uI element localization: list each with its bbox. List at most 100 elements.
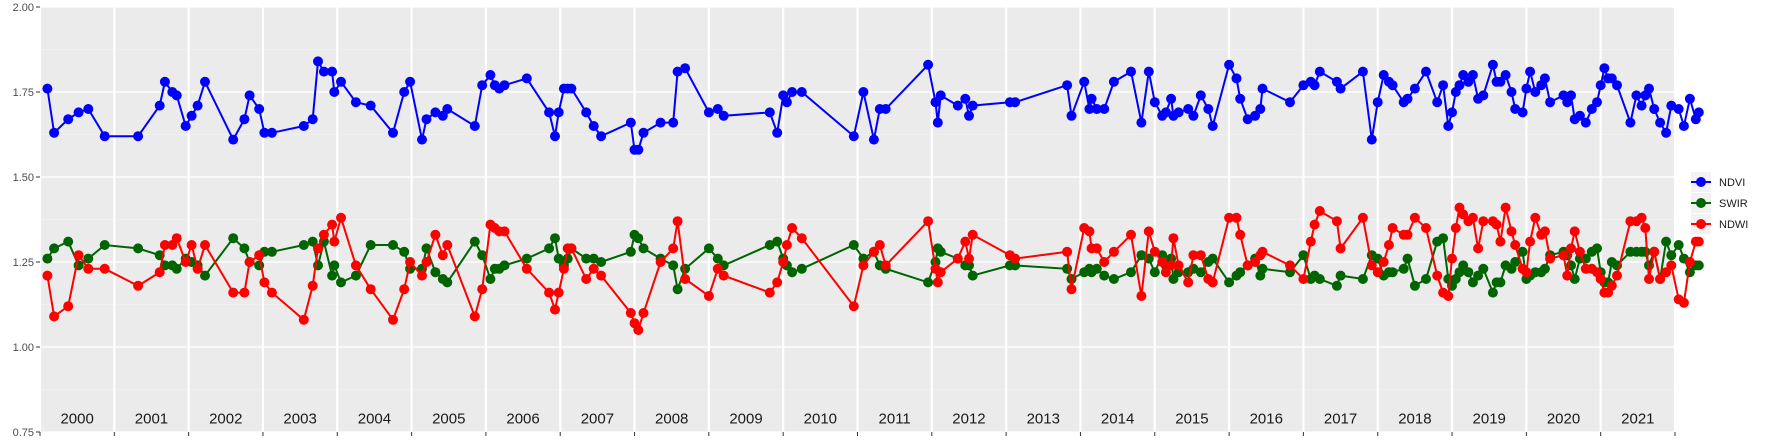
- data-point: [1166, 93, 1177, 104]
- data-point: [781, 240, 792, 250]
- y-tick-label: 1.00: [13, 342, 34, 354]
- data-point: [254, 250, 265, 261]
- data-point: [1478, 216, 1489, 227]
- data-point: [298, 314, 309, 325]
- data-point: [1666, 260, 1677, 271]
- data-point: [469, 121, 480, 131]
- data-point: [73, 250, 84, 261]
- data-point: [99, 263, 110, 274]
- data-point: [499, 80, 510, 91]
- data-point: [638, 308, 649, 318]
- data-point: [1250, 257, 1261, 267]
- data-point: [1402, 93, 1413, 104]
- data-point: [485, 70, 496, 80]
- data-point: [180, 121, 191, 131]
- data-point: [1517, 107, 1528, 118]
- data-point: [964, 253, 974, 264]
- data-point: [430, 229, 441, 240]
- data-point: [781, 97, 792, 108]
- data-point: [1372, 267, 1383, 278]
- data-point: [298, 121, 309, 131]
- data-point: [521, 263, 532, 274]
- data-point: [1224, 212, 1235, 223]
- data-point: [186, 110, 197, 121]
- data-point: [1166, 260, 1177, 271]
- data-point: [932, 277, 943, 288]
- data-point: [327, 270, 338, 281]
- data-point: [712, 263, 723, 274]
- data-point: [99, 240, 110, 250]
- data-point: [1314, 66, 1325, 77]
- x-tick-label: 2021: [1621, 410, 1654, 427]
- x-tick-label: 2001: [135, 410, 168, 427]
- data-point: [1298, 274, 1309, 284]
- data-point: [1188, 250, 1199, 261]
- x-tick-label: 2011: [879, 410, 911, 427]
- data-point: [200, 76, 210, 87]
- data-point: [1693, 107, 1704, 118]
- data-point: [1458, 209, 1469, 220]
- data-point: [1458, 260, 1469, 271]
- data-point: [1335, 243, 1346, 254]
- data-point: [313, 243, 323, 254]
- data-point: [1195, 250, 1206, 261]
- data-point: [1173, 260, 1184, 271]
- data-point: [1574, 246, 1585, 257]
- x-tick-label: 2004: [358, 410, 391, 427]
- data-point: [1586, 104, 1597, 114]
- data-point: [1062, 263, 1073, 274]
- data-point: [1099, 257, 1110, 267]
- data-point: [42, 270, 53, 281]
- data-point: [49, 127, 60, 138]
- data-point: [1625, 117, 1636, 128]
- data-point: [63, 236, 74, 247]
- data-point: [668, 260, 679, 271]
- data-point: [868, 134, 879, 145]
- data-point: [880, 104, 891, 114]
- data-point: [848, 301, 859, 312]
- data-point: [1143, 66, 1154, 77]
- data-point: [1612, 270, 1622, 281]
- data-point: [318, 229, 329, 240]
- data-point: [1599, 63, 1610, 74]
- data-point: [1566, 90, 1576, 101]
- data-point: [1066, 110, 1077, 121]
- data-point: [1521, 267, 1532, 278]
- data-point: [1402, 229, 1413, 240]
- data-point: [318, 66, 329, 77]
- data-point: [521, 73, 532, 84]
- x-tick-label: 2007: [581, 410, 614, 427]
- data-point: [133, 243, 144, 254]
- data-point: [1062, 246, 1073, 257]
- data-point: [1693, 260, 1704, 271]
- axes: 0.75 1.00 1.25 1.50 1.75 2.00 2000 2001 2002 2003…: [13, 2, 1676, 439]
- data-point: [1207, 277, 1218, 288]
- data-point: [244, 257, 255, 267]
- data-point: [336, 76, 346, 87]
- data-point: [49, 311, 60, 322]
- data-point: [1091, 243, 1102, 254]
- data-point: [442, 277, 453, 288]
- data-point: [1409, 280, 1420, 291]
- data-point: [718, 110, 729, 121]
- x-tick-label: 2006: [506, 410, 539, 427]
- data-point: [1684, 93, 1695, 104]
- data-point: [63, 301, 74, 312]
- data-point: [1450, 223, 1461, 233]
- data-point: [935, 267, 946, 278]
- data-point: [192, 263, 203, 274]
- data-point: [1285, 97, 1295, 108]
- data-point: [964, 110, 974, 121]
- data-point: [967, 229, 978, 240]
- data-point: [1357, 66, 1368, 77]
- data-point: [1510, 240, 1521, 250]
- data-point: [228, 134, 239, 145]
- data-point: [596, 257, 607, 267]
- data-point: [73, 107, 84, 118]
- data-point: [1357, 212, 1368, 223]
- data-point: [1335, 83, 1346, 94]
- data-point: [581, 107, 592, 118]
- data-point: [1084, 104, 1095, 114]
- data-point: [848, 131, 859, 142]
